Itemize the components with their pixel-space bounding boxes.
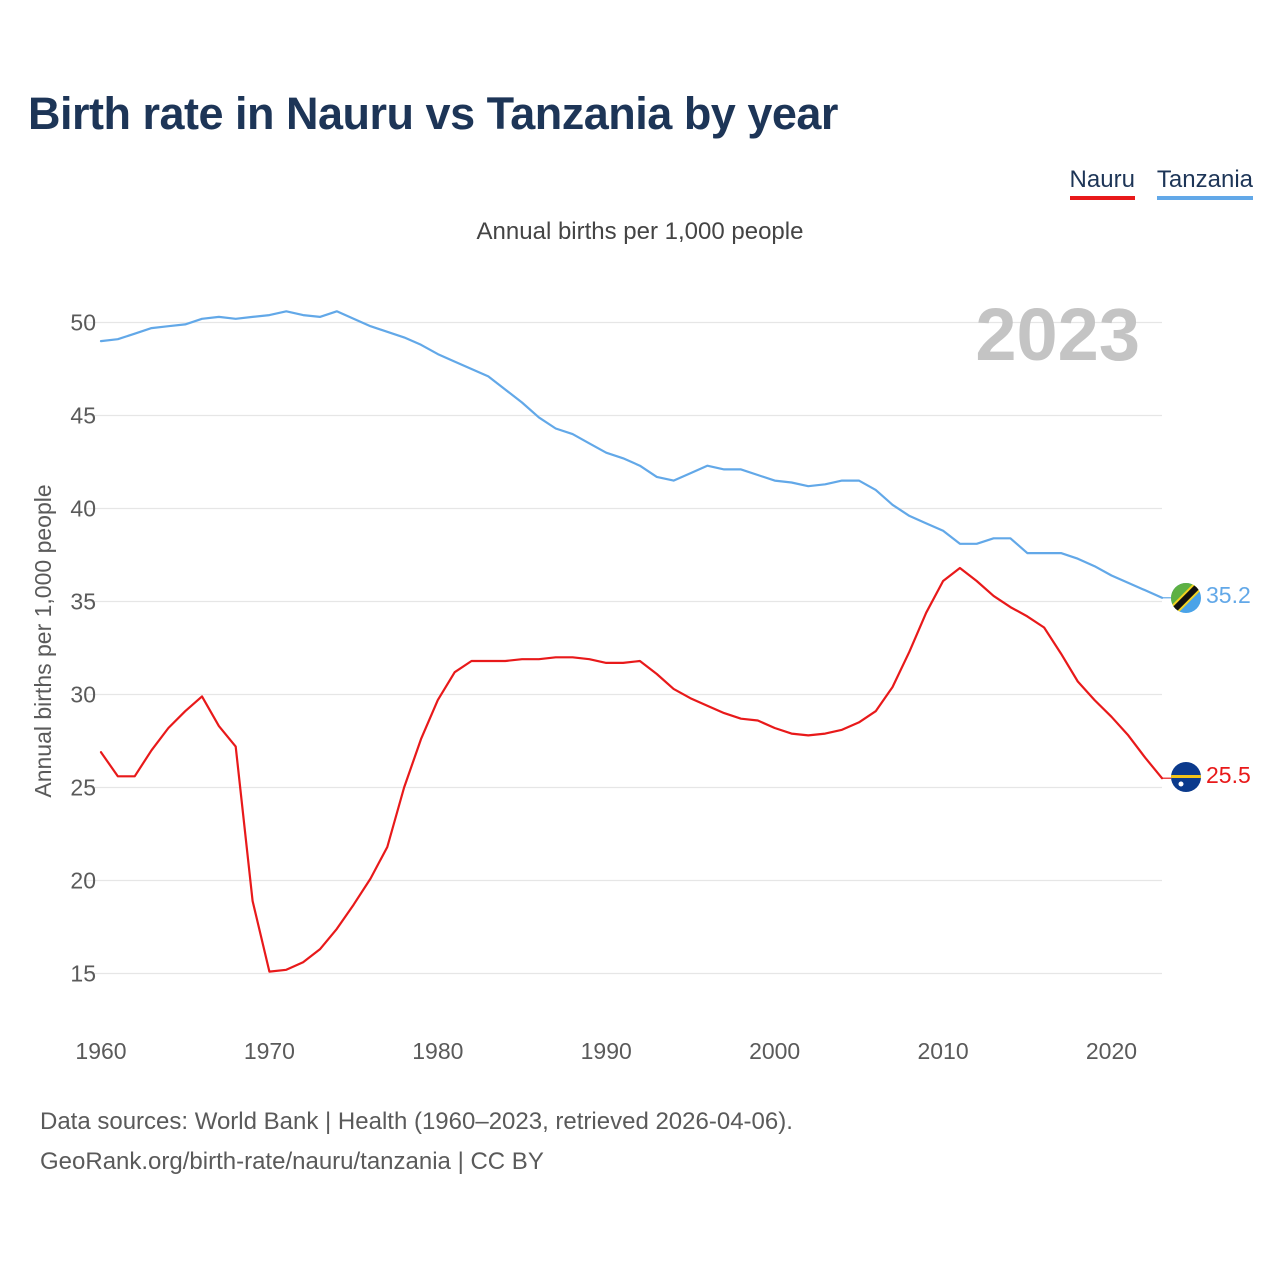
chart-subtitle: Annual births per 1,000 people — [476, 218, 804, 245]
year-watermark: 2023 — [975, 293, 1140, 376]
y-tick-label: 50 — [70, 310, 96, 336]
series-line-tanzania — [99, 310, 1164, 599]
x-axis-ticks: 1960 1970 1980 1990 2000 2010 2020 — [75, 1038, 1137, 1064]
legend-item-nauru[interactable]: Nauru — [1069, 166, 1135, 200]
x-tick-label: 1970 — [244, 1038, 295, 1064]
chart-title: Birth rate in Nauru vs Tanzania by year — [28, 88, 838, 139]
y-tick-label: 35 — [70, 589, 96, 615]
legend: Nauru Tanzania — [1069, 166, 1253, 200]
nauru-end-label: 25.5 — [1206, 762, 1251, 788]
series-group — [99, 310, 1171, 973]
footer-link[interactable]: GeoRank.org/birth-rate/nauru/tanzania | … — [40, 1148, 544, 1175]
y-tick-label: 30 — [70, 682, 96, 708]
y-axis-ticks: 15 20 25 30 35 40 45 50 — [70, 310, 96, 987]
y-tick-label: 45 — [70, 403, 96, 429]
tanzania-end-label: 35.2 — [1206, 582, 1251, 608]
y-tick-label: 25 — [70, 775, 96, 801]
y-tick-label: 15 — [70, 961, 96, 987]
legend-item-tanzania[interactable]: Tanzania — [1156, 166, 1253, 200]
gridlines — [84, 321, 1162, 975]
x-tick-label: 2010 — [917, 1038, 968, 1064]
series-line-nauru — [99, 566, 1164, 973]
y-axis-label: Annual births per 1,000 people — [30, 484, 56, 797]
x-tick-label: 1990 — [581, 1038, 632, 1064]
x-tick-label: 2020 — [1086, 1038, 1137, 1064]
x-tick-label: 1960 — [75, 1038, 126, 1064]
tanzania-flag-icon — [1171, 583, 1201, 613]
y-tick-label: 40 — [70, 496, 96, 522]
footer-sources: Data sources: World Bank | Health (1960–… — [40, 1108, 793, 1135]
nauru-flag-icon — [1171, 762, 1201, 792]
line-chart: 15 20 25 30 35 40 45 50 1960 1970 1980 1990 2000 201… — [30, 293, 1251, 1064]
x-tick-label: 1980 — [412, 1038, 463, 1064]
x-tick-label: 2000 — [749, 1038, 800, 1064]
y-tick-label: 20 — [70, 868, 96, 894]
